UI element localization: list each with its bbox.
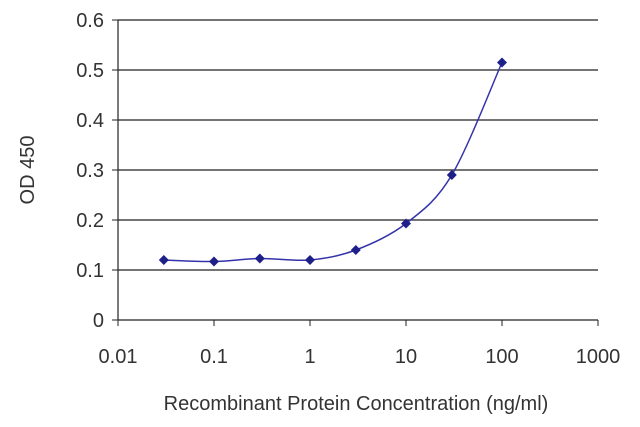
axes (112, 19, 599, 326)
x-tick-label: 10 (395, 346, 417, 368)
data-point-marker (254, 253, 265, 264)
x-tick-label: 100 (485, 346, 518, 368)
data-points (158, 57, 507, 267)
y-tick-label: 0.1 (76, 260, 104, 282)
y-tick-label: 0.2 (76, 210, 104, 232)
data-point-marker (209, 256, 219, 267)
gridlines (118, 19, 598, 271)
data-point-marker (446, 170, 457, 180)
y-tick-label: 0 (93, 310, 104, 332)
y-axis-title: OD 450 (17, 136, 39, 205)
data-point-marker (305, 255, 315, 265)
y-tick-label: 0.3 (76, 160, 104, 182)
x-tick-labels: 0.01 0.1 1 10 100 1000 (99, 346, 621, 368)
y-tick-label: 0.6 (76, 10, 104, 32)
x-tick-label: 0.1 (200, 346, 228, 368)
y-tick-labels: 0 0.1 0.2 0.3 0.4 0.5 0.6 (76, 10, 104, 332)
data-point-marker (401, 218, 411, 229)
x-axis-title: Recombinant Protein Concentration (ng/ml… (164, 393, 549, 415)
y-tick-label: 0.4 (76, 110, 104, 132)
x-tick-label: 0.01 (99, 346, 138, 368)
x-tick-label: 1000 (576, 346, 621, 368)
series-line (163, 62, 503, 263)
y-tick-label: 0.5 (76, 60, 104, 82)
data-point-marker (497, 57, 507, 68)
x-tick-label: 1 (304, 346, 315, 368)
data-point-marker (350, 245, 361, 255)
data-point-marker (158, 255, 169, 265)
